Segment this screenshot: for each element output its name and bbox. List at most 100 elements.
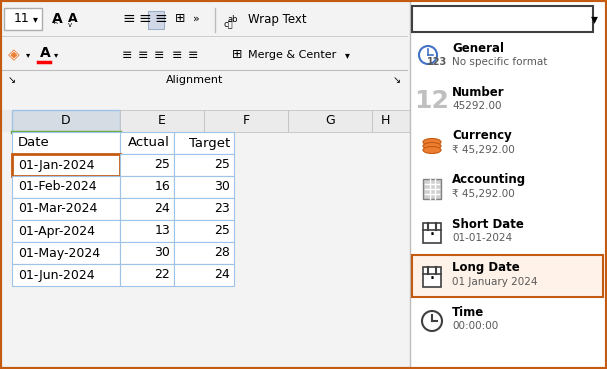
Text: 00:00:00: 00:00:00 [452, 321, 498, 331]
Text: 13: 13 [154, 224, 170, 238]
Text: Merge & Center: Merge & Center [248, 50, 336, 60]
Bar [12, 132, 120, 154]
Bar [12, 242, 120, 264]
Bar [288, 110, 372, 132]
Bar [423, 223, 441, 243]
Text: 01-Feb-2024: 01-Feb-2024 [18, 180, 97, 193]
Bar [120, 198, 174, 220]
Text: F: F [242, 114, 249, 128]
Text: ≡: ≡ [154, 48, 164, 62]
Text: Target: Target [189, 137, 230, 149]
Bar [423, 179, 441, 199]
Text: 30: 30 [214, 180, 230, 193]
Bar [148, 11, 164, 29]
Text: 12: 12 [415, 89, 449, 113]
Text: ⊞: ⊞ [175, 13, 186, 25]
Text: Currency: Currency [452, 130, 512, 142]
Bar [174, 132, 234, 154]
Text: 25: 25 [154, 159, 170, 172]
Bar [12, 132, 234, 286]
Bar [120, 110, 204, 132]
Bar [372, 110, 412, 132]
Text: ⊞: ⊞ [232, 48, 243, 62]
Bar [12, 176, 120, 198]
Text: ·: · [429, 225, 435, 245]
Text: E: E [158, 114, 166, 128]
Text: 11: 11 [14, 13, 30, 25]
Bar [120, 176, 174, 198]
Bar [412, 6, 593, 32]
Bar [120, 154, 174, 176]
Text: H: H [381, 114, 390, 128]
Bar [120, 220, 174, 242]
Text: ↘: ↘ [8, 75, 16, 85]
Text: 01-Jun-2024: 01-Jun-2024 [18, 269, 95, 282]
Text: ≡: ≡ [188, 48, 198, 62]
Text: Time: Time [452, 306, 484, 318]
Bar [0, 110, 420, 132]
Text: 01-01-2024: 01-01-2024 [452, 233, 512, 243]
Text: Date: Date [18, 137, 50, 149]
Text: A: A [68, 13, 78, 25]
Bar [12, 220, 120, 242]
Text: 24: 24 [214, 269, 230, 282]
Bar [174, 198, 234, 220]
Text: Short Date: Short Date [452, 217, 524, 231]
Bar [174, 242, 234, 264]
Text: Number: Number [452, 86, 504, 99]
Text: ▾: ▾ [33, 14, 38, 24]
Text: 23: 23 [214, 203, 230, 215]
Text: No specific format: No specific format [452, 57, 548, 67]
Bar [4, 8, 42, 30]
Text: Actual: Actual [128, 137, 170, 149]
Ellipse shape [423, 146, 441, 154]
Bar [12, 264, 120, 286]
Text: 28: 28 [214, 246, 230, 259]
Text: Long Date: Long Date [452, 262, 520, 275]
Text: ≡: ≡ [154, 11, 167, 27]
Text: A: A [40, 46, 51, 60]
Bar [412, 255, 603, 297]
Text: 16: 16 [154, 180, 170, 193]
Text: D: D [61, 114, 71, 128]
Text: 22: 22 [154, 269, 170, 282]
Text: ◈: ◈ [8, 48, 20, 62]
Bar [12, 110, 120, 132]
Text: v: v [68, 22, 72, 28]
Bar [174, 176, 234, 198]
Text: ab: ab [228, 14, 239, 24]
Ellipse shape [423, 138, 441, 145]
Text: 25: 25 [214, 159, 230, 172]
Text: 01 January 2024: 01 January 2024 [452, 277, 538, 287]
Text: 24: 24 [154, 203, 170, 215]
Text: 25: 25 [214, 224, 230, 238]
Text: Accounting: Accounting [452, 173, 526, 186]
Text: cͦ: cͦ [224, 21, 234, 30]
Bar [423, 267, 441, 287]
Text: 01-May-2024: 01-May-2024 [18, 246, 100, 259]
Text: G: G [325, 114, 335, 128]
Text: »: » [193, 14, 200, 24]
Text: ^: ^ [52, 22, 58, 28]
Text: 45292.00: 45292.00 [452, 101, 501, 111]
Text: ▾: ▾ [26, 51, 30, 59]
Bar [410, 0, 607, 369]
Text: Alignment: Alignment [166, 75, 224, 85]
Text: Wrap Text: Wrap Text [248, 13, 307, 25]
Bar [0, 0, 607, 110]
Text: ≡: ≡ [138, 11, 151, 27]
Bar [204, 110, 288, 132]
Bar [174, 154, 234, 176]
Text: ▾: ▾ [54, 51, 58, 59]
Ellipse shape [423, 142, 441, 149]
Text: ↘: ↘ [393, 75, 401, 85]
Text: ▾: ▾ [591, 12, 598, 26]
Text: General: General [452, 41, 504, 55]
Text: ·: · [429, 269, 435, 289]
Text: 30: 30 [154, 246, 170, 259]
Text: 01-Apr-2024: 01-Apr-2024 [18, 224, 95, 238]
Text: ≡: ≡ [172, 48, 183, 62]
Text: A: A [52, 12, 63, 26]
Text: ₹ 45,292.00: ₹ 45,292.00 [452, 189, 515, 199]
Bar [12, 198, 120, 220]
